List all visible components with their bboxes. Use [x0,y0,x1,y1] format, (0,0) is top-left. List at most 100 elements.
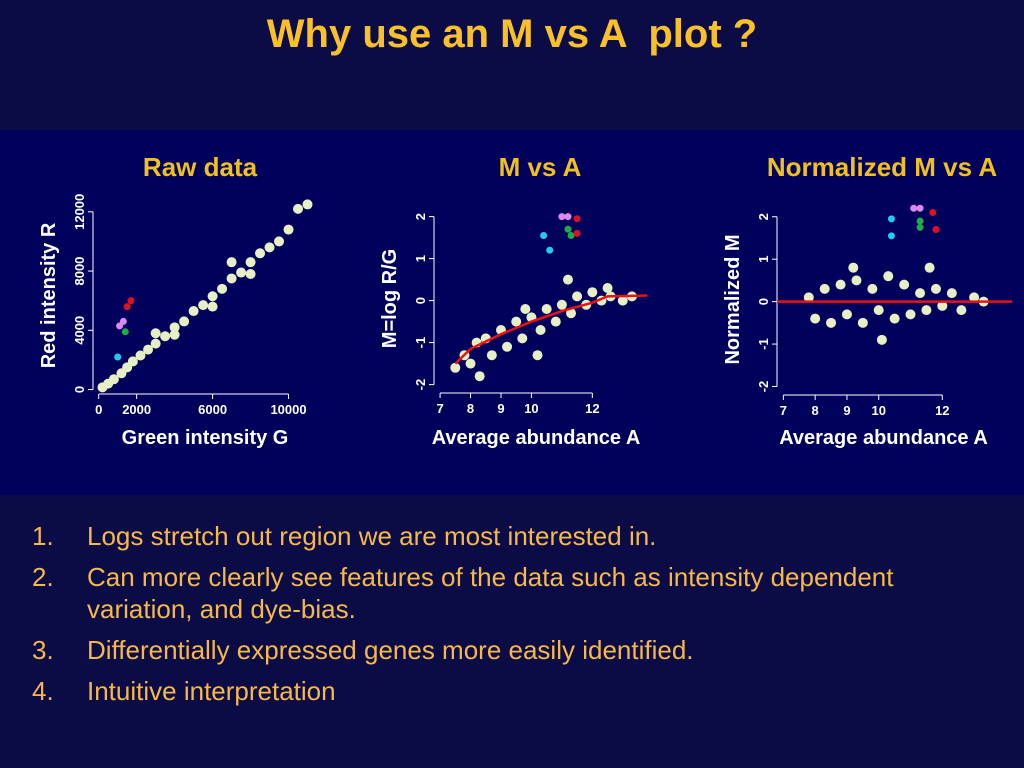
point [929,208,937,216]
x-tick-label: 8 [467,401,474,416]
list-number: 3. [32,635,54,665]
point [887,232,895,240]
y-tick-label: -2 [413,379,428,391]
point [921,305,932,316]
point [956,305,967,316]
point [910,204,918,212]
y-tick-label: 4000 [72,316,87,345]
point [541,304,552,314]
point [119,317,127,325]
point [520,304,531,314]
y-tick-label: 2 [413,213,428,220]
point [517,333,528,344]
point [803,292,814,303]
list-item: 1. Logs stretch out region we are most in… [32,520,992,552]
point [916,223,924,231]
point [169,329,180,340]
list-text: Differentially expressed genes more easi… [87,635,694,665]
chart-title: M vs A [499,152,582,182]
point [293,203,304,214]
point [198,300,209,311]
point [127,297,135,305]
point [566,308,577,319]
y-tick-label: 2 [756,213,771,220]
point [851,275,862,286]
point [573,229,581,237]
point [226,273,237,284]
x-tick-label: 9 [497,401,504,416]
point [550,316,561,327]
list-text: Logs stretch out region we are most inte… [87,521,657,551]
list-item: 2. Can more clearly see features of the d… [32,561,992,625]
point [857,317,868,328]
point [450,362,461,373]
x-tick-label: 9 [843,403,850,418]
point [905,309,916,320]
point [819,283,830,294]
x-tick-label: 2000 [122,402,151,417]
x-tick-label: 6000 [198,402,227,417]
point [535,325,546,335]
chart-title: Normalized M vs A [767,152,997,182]
point [573,215,581,223]
point [108,374,119,385]
y-axis-label: Normalized M [722,234,744,364]
point [564,213,572,221]
point [207,301,218,312]
x-axis-label: Green intensity G [122,427,289,449]
point [889,313,900,324]
bullet-list: 1. Logs stretch out region we are most in… [32,520,992,716]
point [302,199,313,210]
y-tick-label: 8000 [72,257,87,286]
point [810,313,821,324]
point [245,269,256,280]
point [564,225,572,233]
point [826,317,837,328]
point [572,291,583,302]
point [465,358,476,369]
point [848,262,859,273]
point [587,287,598,298]
point [486,350,497,361]
point [567,232,575,239]
charts-panel: Raw data Green intensity G Red intensity R… [0,130,1024,495]
point [502,341,513,352]
x-tick-label: 12 [935,403,949,418]
point [969,292,980,303]
point [841,309,852,320]
point [236,267,247,278]
x-tick-label: 12 [585,401,599,416]
point [916,204,924,212]
x-tick-label: 10 [524,401,538,416]
point [916,217,924,225]
point [274,236,285,247]
point [873,305,884,316]
y-tick-label: 12000 [72,194,87,230]
point [179,316,190,327]
point [932,225,940,233]
point [474,371,485,382]
point [255,248,266,259]
point [150,338,161,349]
point [121,328,129,336]
y-tick-label: -1 [756,338,771,350]
point [123,303,131,311]
list-item: 4. Intuitive interpretation [32,675,992,707]
point [283,224,294,235]
chart-title: Raw data [143,152,258,182]
point [602,283,613,293]
y-tick-label: 0 [756,298,771,305]
point [883,271,894,282]
point [135,350,146,361]
point [899,279,910,290]
point [937,300,948,311]
point [217,283,228,294]
point [867,283,878,294]
y-tick-label: 0 [413,297,428,304]
list-item: 3. Differentially expressed genes more ea… [32,634,992,666]
point [617,295,628,306]
point [127,356,138,367]
x-tick-label: 8 [812,403,819,418]
panel-background [0,130,1024,495]
